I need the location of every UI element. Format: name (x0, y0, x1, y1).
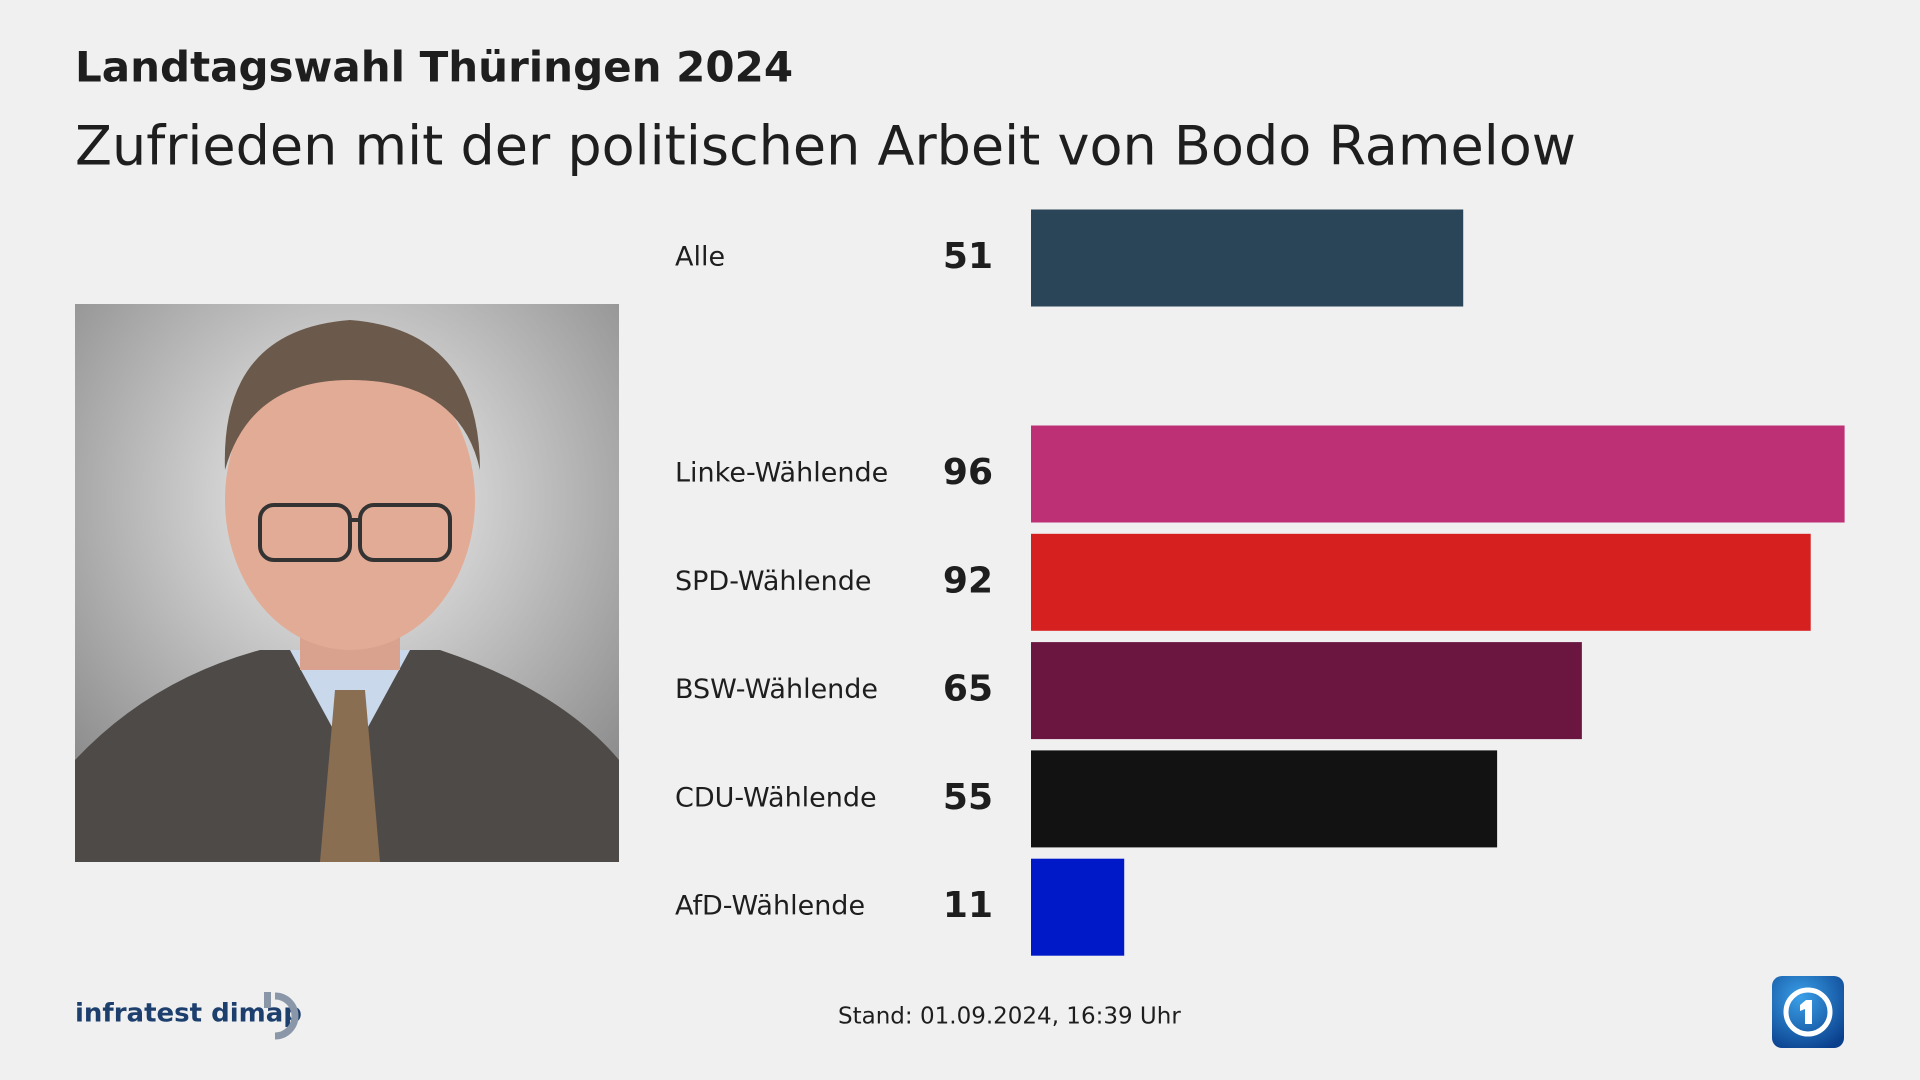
bar (1031, 858, 1125, 956)
value-label: 11 (943, 885, 993, 926)
value-label: 96 (943, 452, 993, 493)
category-label: BSW-Wählende (675, 674, 878, 705)
bar (1031, 750, 1498, 848)
bar (1031, 209, 1464, 307)
category-label: Alle (675, 242, 725, 273)
portrait (75, 304, 619, 862)
ard-logo[interactable] (1772, 976, 1844, 1048)
value-label: 65 (943, 669, 993, 710)
chart-subtitle: Zufrieden mit der politischen Arbeit von… (75, 115, 1576, 178)
bar (1031, 425, 1845, 523)
category-label: CDU-Wählende (675, 782, 877, 813)
value-label: 55 (943, 777, 993, 818)
category-label: Linke-Wählende (675, 458, 888, 489)
chart-title: Landtagswahl Thüringen 2024 (75, 43, 793, 92)
source-logo (264, 992, 299, 1040)
value-label: 92 (943, 560, 993, 601)
bar (1031, 533, 1811, 631)
stand-label: Stand: (838, 1004, 913, 1030)
category-label: AfD-Wählende (675, 891, 865, 922)
value-label: 51 (943, 236, 993, 277)
bar (1031, 642, 1582, 740)
stand-date: 01.09.2024, 16:39 Uhr (920, 1004, 1181, 1030)
category-label: SPD-Wählende (675, 566, 871, 597)
